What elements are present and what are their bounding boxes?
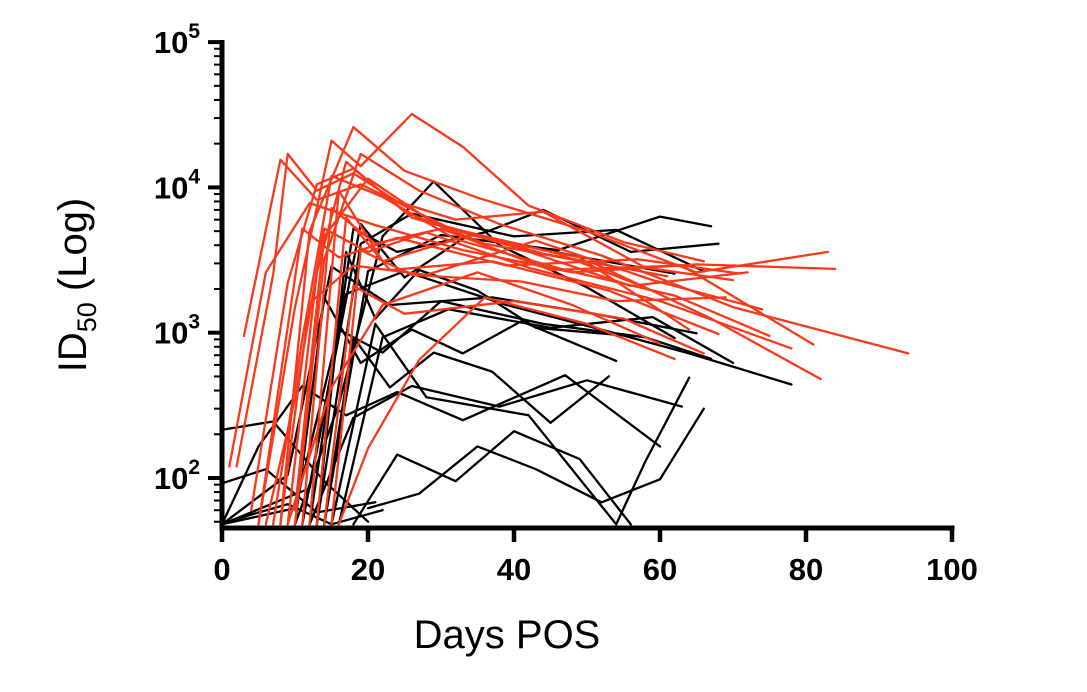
series-line-black	[330, 322, 691, 526]
x-tick-label: 20	[351, 552, 385, 587]
series-line-black	[323, 336, 611, 526]
series-line-red	[257, 227, 742, 526]
series-line-black	[366, 407, 705, 510]
y-tick-label: 104	[154, 165, 200, 205]
series-line-red	[337, 296, 676, 526]
series-line-black	[220, 503, 384, 526]
series-line-red	[323, 284, 705, 526]
x-axis-title: Days POS	[414, 613, 601, 657]
x-tick-label: 40	[497, 552, 531, 587]
y-tick-label: 103	[154, 311, 200, 351]
series-line-red	[279, 239, 764, 526]
y-axis-title: ID50 (Log)	[51, 198, 102, 373]
series-line-red	[330, 248, 727, 526]
series-line-black	[301, 270, 793, 526]
series-line-black	[220, 374, 662, 526]
series-line-red	[293, 177, 669, 512]
x-tick-label: 80	[789, 552, 823, 587]
y-tick-label: 105	[154, 20, 200, 60]
series-line-red	[315, 216, 720, 526]
x-tick-label: 0	[213, 552, 230, 587]
series-line-black	[308, 379, 684, 526]
series-line-red	[286, 271, 662, 526]
series-line-black	[220, 420, 370, 523]
series-line-black	[352, 430, 632, 526]
series-line-black	[308, 208, 720, 526]
y-tick-label: 102	[154, 456, 200, 496]
series-line-red	[242, 158, 647, 338]
x-tick-label: 60	[643, 552, 677, 587]
series-line-red	[228, 201, 837, 468]
x-tick-label: 100	[926, 552, 978, 587]
